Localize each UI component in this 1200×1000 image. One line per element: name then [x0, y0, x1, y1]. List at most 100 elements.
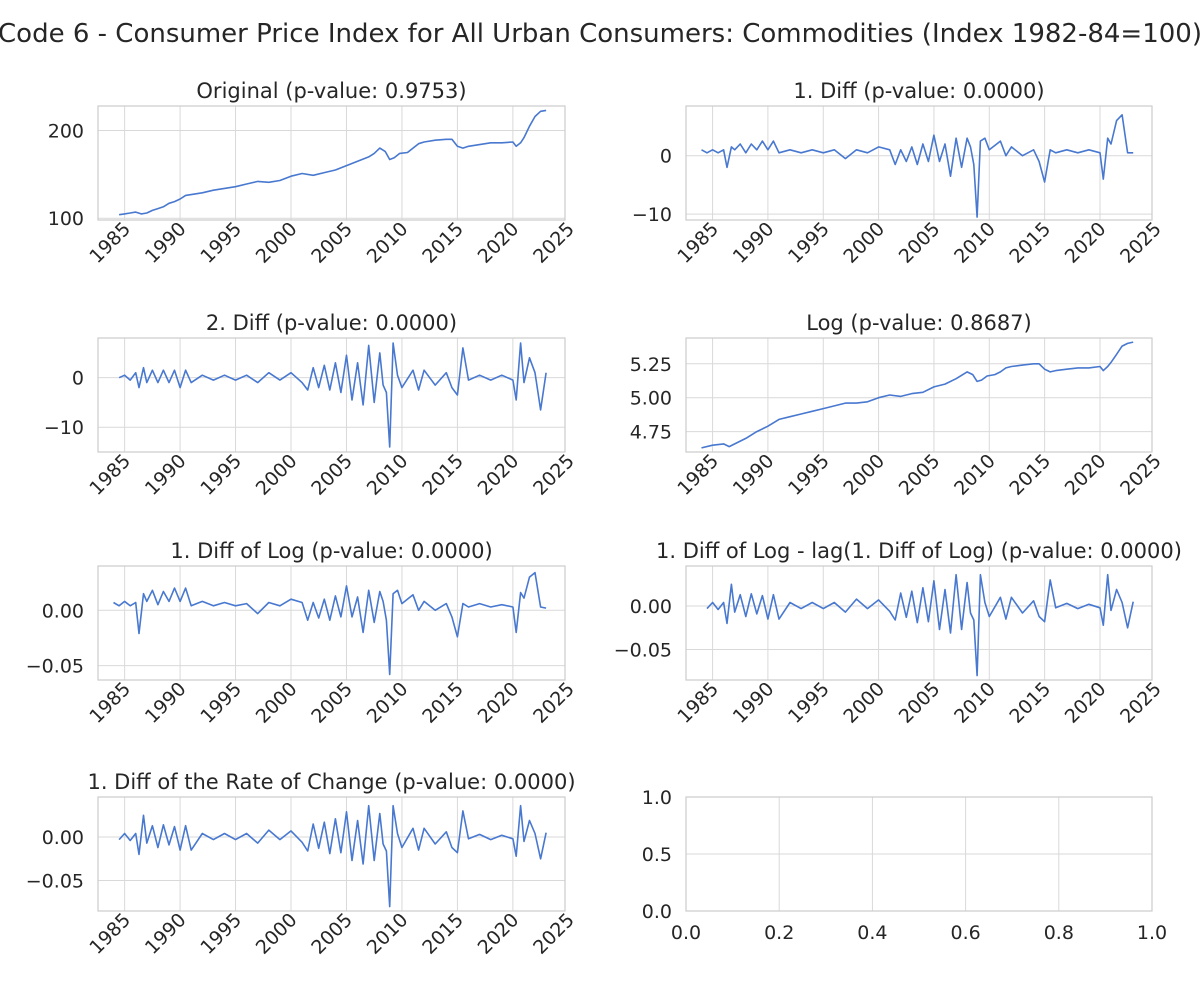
x-tick-label: 1990	[729, 218, 779, 268]
axes-frame	[97, 565, 566, 681]
subplot-diff-log: 1. Diff of Log (p-value: 0.0000) −0.05 0.0…	[26, 539, 579, 728]
x-tick-label: 2010	[950, 218, 1000, 268]
x-tick-label: 2020	[474, 909, 524, 959]
x-tick-label: 2020	[1061, 678, 1111, 728]
x-tick-label: 1985	[673, 218, 723, 268]
x-tick-label: 2020	[474, 678, 524, 728]
y-tick-label: −0.05	[614, 640, 672, 662]
x-tick-label: 1995	[196, 678, 246, 728]
subplot-diff2: 2. Diff (p-value: 0.0000) −10 0 1985 1990 199…	[44, 311, 579, 500]
x-tick-label: 1995	[196, 450, 246, 500]
x-tick-label: 2000	[839, 218, 889, 268]
x-tick-label: 2015	[1005, 450, 1055, 500]
x-tick-label: 1990	[729, 450, 779, 500]
axes-frame	[97, 105, 566, 221]
x-tick-label: 2005	[307, 450, 357, 500]
series-line	[706, 573, 1134, 677]
y-tick-label: 5.25	[630, 354, 672, 376]
x-tick-label: 2020	[1061, 218, 1111, 268]
subplot-title: 1. Diff of Log (p-value: 0.0000)	[170, 539, 492, 563]
y-tick-label: 0	[72, 368, 84, 390]
series-line	[701, 114, 1134, 218]
x-tick-label: 1995	[784, 218, 834, 268]
subplot-title: 2. Diff (p-value: 0.0000)	[206, 311, 457, 335]
x-tick-label: 2025	[529, 678, 579, 728]
series-line	[118, 342, 547, 448]
y-tick-label: 0.00	[630, 596, 672, 618]
y-tick-label: 5.00	[630, 388, 672, 410]
y-tick-label: 0	[660, 146, 672, 168]
x-tick-label: 2005	[307, 909, 357, 959]
x-tick-label: 2025	[1116, 218, 1166, 268]
x-tick-label: 2010	[363, 909, 413, 959]
x-tick-label: 1985	[85, 909, 135, 959]
axes-frame	[685, 105, 1153, 221]
x-tick-label: 1985	[85, 218, 135, 268]
axes-frame	[685, 565, 1153, 681]
x-tick-label: 2015	[418, 450, 468, 500]
subplot-title: 1. Diff of the Rate of Change (p-value: …	[87, 770, 575, 794]
subplot-diff-log-lag: 1. Diff of Log - lag(1. Diff of Log) (p-…	[614, 539, 1182, 728]
axes-frame	[97, 796, 566, 912]
x-tick-label: 1990	[141, 218, 191, 268]
x-tick-label: 2005	[895, 678, 945, 728]
axes-frame	[685, 337, 1153, 453]
x-tick-label: 2005	[895, 218, 945, 268]
y-tick-label: 0.0	[642, 901, 672, 923]
subplot-diff1: 1. Diff (p-value: 0.0000) −10 0 1985 1990 199…	[632, 79, 1166, 268]
x-tick-label: 2015	[1005, 218, 1055, 268]
x-tick-label: 2015	[418, 909, 468, 959]
x-tick-label: 2005	[307, 218, 357, 268]
y-tick-label: 0.5	[642, 844, 672, 866]
subplot-title: Original (p-value: 0.9753)	[196, 79, 466, 103]
y-tick-label: −10	[44, 417, 84, 439]
x-tick-label: 0.8	[1044, 922, 1074, 944]
x-tick-label: 2025	[529, 909, 579, 959]
x-tick-label: 1985	[85, 450, 135, 500]
y-tick-label: −10	[632, 204, 672, 226]
x-tick-label: 2010	[363, 450, 413, 500]
x-tick-label: 1990	[729, 678, 779, 728]
subplot-diff-rate: 1. Diff of the Rate of Change (p-value: …	[26, 770, 579, 959]
x-tick-label: 1985	[673, 678, 723, 728]
x-tick-label: 2010	[950, 450, 1000, 500]
subplot-empty: 0.0 0.5 1.0 0.0 0.2 0.4 0.6 0.8 1.0	[642, 787, 1167, 944]
x-tick-label: 1995	[196, 218, 246, 268]
x-tick-label: 1985	[85, 678, 135, 728]
x-tick-label: 2000	[252, 450, 302, 500]
y-tick-label: 100	[48, 208, 84, 230]
axes-frame	[97, 337, 566, 453]
subplot-title: 1. Diff of Log - lag(1. Diff of Log) (p-…	[656, 539, 1182, 563]
subplot-original: Original (p-value: 0.9753) 100 200 1985 1990…	[48, 79, 579, 268]
x-tick-label: 1995	[196, 909, 246, 959]
y-tick-label: 0.00	[42, 827, 84, 849]
x-tick-label: 2025	[529, 218, 579, 268]
series-line	[118, 109, 547, 216]
series-line	[118, 804, 547, 908]
x-tick-label: 2020	[1061, 450, 1111, 500]
x-tick-label: 2015	[1005, 678, 1055, 728]
x-tick-label: 1990	[141, 678, 191, 728]
x-tick-label: 2010	[950, 678, 1000, 728]
x-tick-label: 2000	[252, 678, 302, 728]
x-tick-label: 2000	[252, 218, 302, 268]
x-tick-label: 2010	[363, 678, 413, 728]
subplot-title: Log (p-value: 0.8687)	[806, 311, 1032, 335]
x-tick-label: 2015	[418, 218, 468, 268]
x-tick-label: 1995	[784, 450, 834, 500]
x-tick-label: 2000	[839, 678, 889, 728]
x-tick-label: 1985	[673, 450, 723, 500]
x-tick-label: 2025	[1116, 678, 1166, 728]
x-tick-label: 2015	[418, 678, 468, 728]
x-tick-label: 0.0	[671, 922, 701, 944]
x-tick-label: 2025	[529, 450, 579, 500]
series-line	[113, 571, 547, 676]
x-tick-label: 2000	[839, 450, 889, 500]
subplot-title: 1. Diff (p-value: 0.0000)	[793, 79, 1044, 103]
y-tick-label: −0.05	[26, 871, 84, 893]
x-tick-label: 2005	[895, 450, 945, 500]
x-tick-label: 0.4	[857, 922, 887, 944]
x-tick-label: 0.6	[950, 922, 980, 944]
